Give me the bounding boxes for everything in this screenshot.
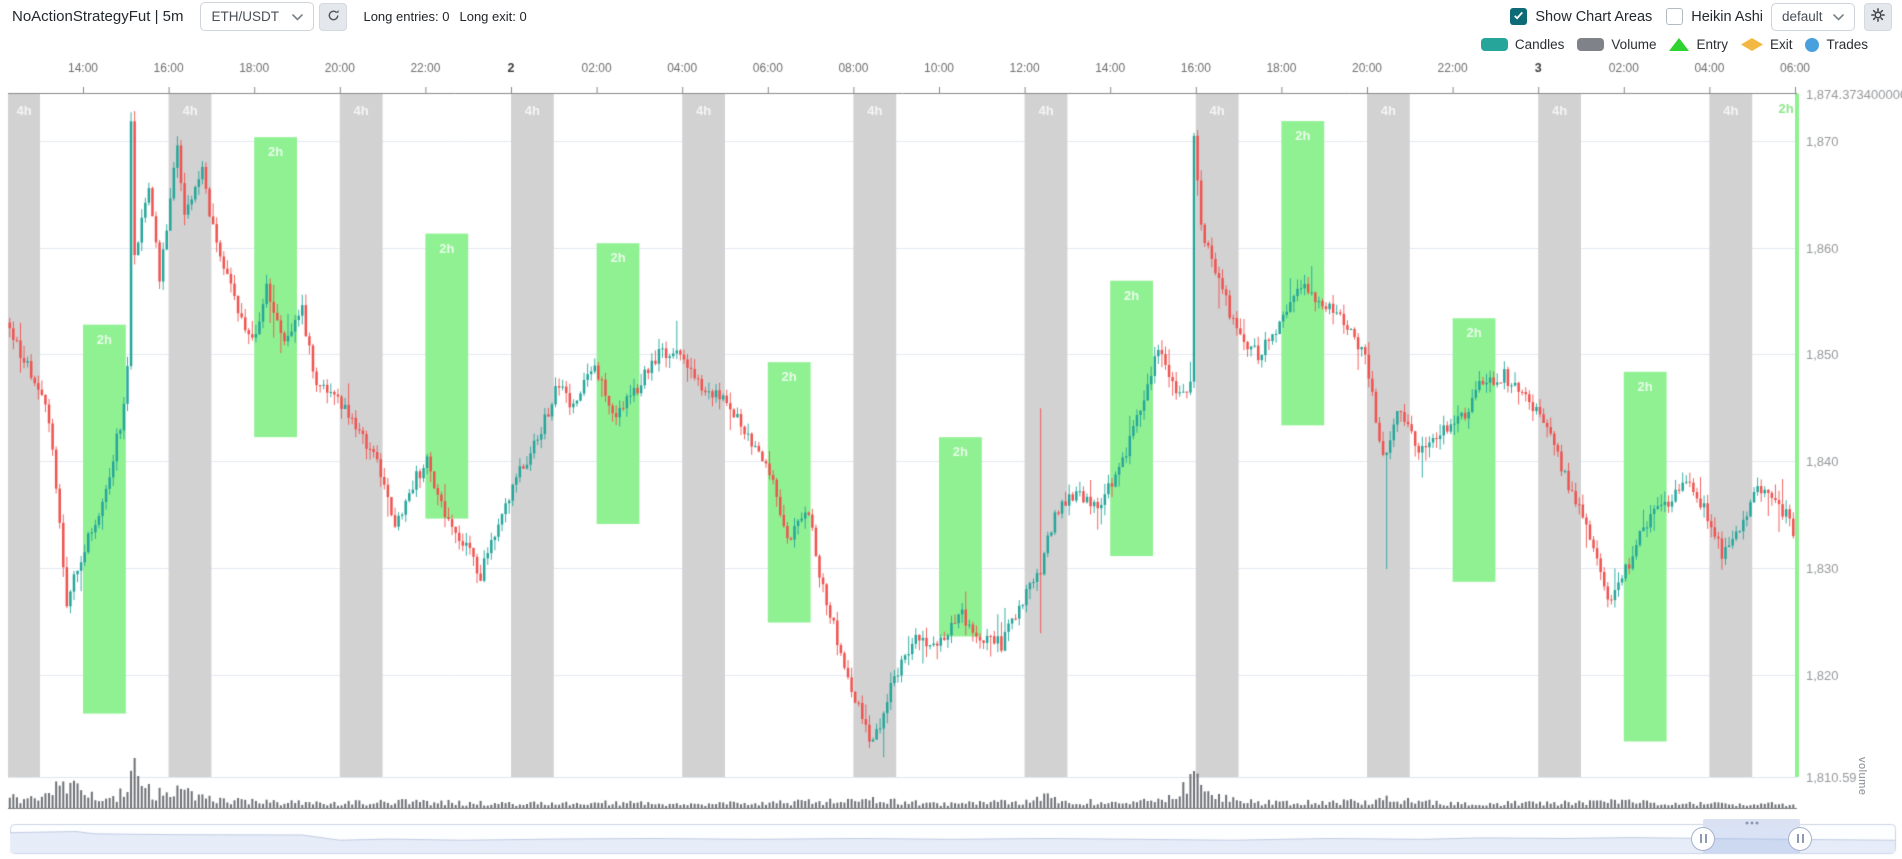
pause-icon-bar: [1699, 834, 1702, 843]
datazoom-handle-left[interactable]: [1691, 826, 1715, 851]
settings-button[interactable]: [1864, 2, 1892, 31]
plot-config-value: default: [1782, 9, 1823, 24]
pair-select-value: ETH/USDT: [211, 9, 279, 24]
heikin-ashi-checkbox[interactable]: [1666, 8, 1684, 25]
plot-config-select[interactable]: default: [1771, 2, 1855, 31]
gear-icon: [1871, 8, 1885, 25]
heikin-ashi-label: Heikin Ashi: [1691, 8, 1763, 25]
datazoom-handle-right[interactable]: [1788, 826, 1812, 851]
legend-label: Exit: [1769, 37, 1793, 52]
grip-dots-icon: [1750, 821, 1753, 825]
volume-axis-label: volume: [1856, 757, 1868, 796]
legend-item-exit[interactable]: Exit: [1740, 37, 1793, 52]
refresh-icon: [327, 9, 340, 25]
volume-swatch: [1577, 38, 1605, 51]
legend-label: Candles: [1514, 37, 1565, 52]
entry-triangle-icon: [1669, 38, 1690, 51]
legend-item-trades[interactable]: Trades: [1805, 37, 1868, 52]
check-icon: [1513, 8, 1524, 26]
pause-icon-bar: [1796, 834, 1799, 843]
legend-label: Entry: [1696, 37, 1728, 52]
pause-icon-bar: [1801, 834, 1804, 843]
show-chart-areas-checkbox[interactable]: [1510, 8, 1528, 26]
legend-item-entry[interactable]: Entry: [1669, 37, 1728, 52]
refresh-button[interactable]: [319, 2, 348, 31]
datazoom-move-handle[interactable]: [1703, 819, 1800, 827]
chart-legend: Candles Volume Entry Exit Trades: [0, 33, 1902, 56]
exit-diamond-icon: [1740, 38, 1763, 51]
long-exit-count: Long exit: 0: [459, 9, 527, 24]
trades-circle-icon: [1805, 37, 1820, 52]
show-chart-areas-label: Show Chart Areas: [1535, 8, 1653, 25]
legend-item-volume[interactable]: Volume: [1577, 37, 1656, 52]
candles-swatch: [1480, 38, 1508, 51]
legend-item-candles[interactable]: Candles: [1480, 37, 1565, 52]
legend-label: Volume: [1611, 37, 1657, 52]
strategy-title: NoActionStrategyFut | 5m: [12, 8, 184, 25]
pair-select[interactable]: ETH/USDT: [200, 2, 315, 31]
legend-label: Trades: [1826, 37, 1868, 52]
pause-icon-bar: [1704, 834, 1707, 843]
toolbar: NoActionStrategyFut | 5m ETH/USDT Long e…: [0, 0, 1902, 33]
long-entries-count: Long entries: 0: [363, 9, 450, 24]
chevron-down-icon: [1833, 9, 1844, 24]
chevron-down-icon: [292, 9, 304, 24]
datazoom-selected-region[interactable]: [1703, 824, 1800, 853]
